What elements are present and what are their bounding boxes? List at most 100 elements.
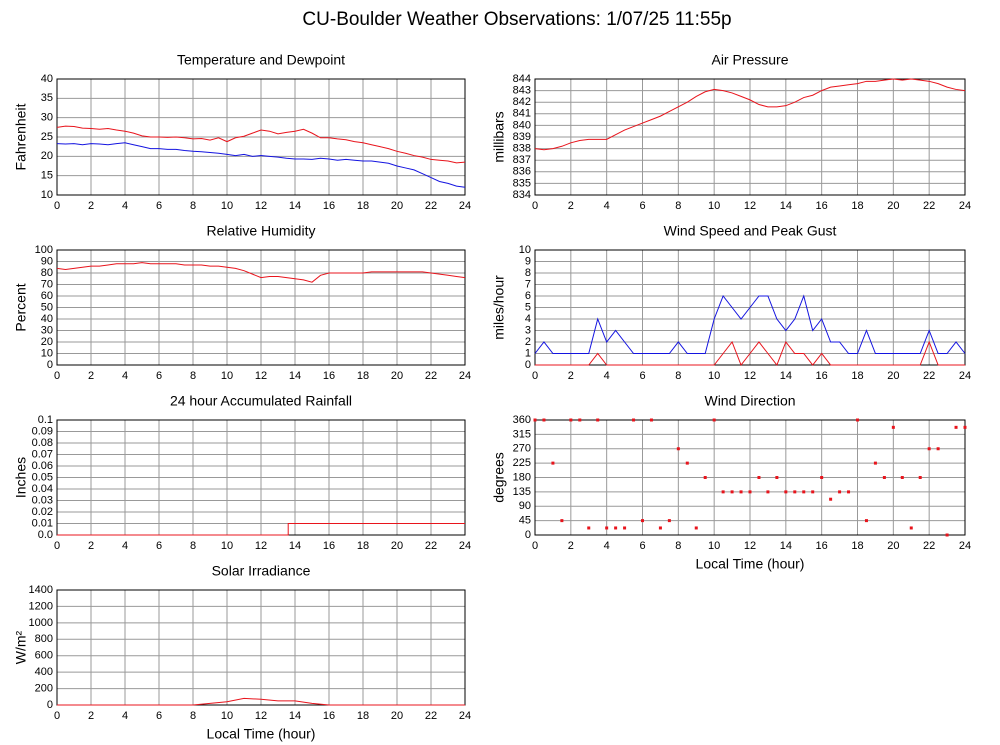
x-tick-label: 22 — [425, 200, 437, 212]
y-tick-label: 840 — [513, 119, 531, 131]
x-tick-label: 16 — [816, 370, 828, 382]
y-tick-label: 0.02 — [32, 506, 53, 518]
x-tick-label: 20 — [391, 540, 403, 552]
data-point — [900, 476, 904, 479]
x-tick-label: 18 — [357, 710, 369, 722]
y-tick-label: 838 — [513, 143, 531, 155]
plot-frame — [534, 249, 966, 366]
chart-title: Air Pressure — [711, 52, 788, 68]
y-axis-label: Inches — [13, 457, 29, 498]
y-tick-label: 0.07 — [32, 448, 53, 460]
x-axis-label: Local Time (hour) — [696, 556, 805, 572]
data-point — [945, 533, 949, 537]
x-tick-label: 10 — [221, 540, 233, 552]
x-tick-label: 18 — [357, 540, 369, 552]
y-tick-label: 0 — [525, 529, 531, 541]
x-tick-label: 0 — [532, 200, 538, 212]
y-tick-label: 50 — [41, 301, 53, 313]
x-tick-label: 22 — [425, 710, 437, 722]
y-tick-label: 315 — [513, 428, 531, 440]
x-tick-label: 2 — [88, 370, 94, 382]
data-line — [57, 523, 465, 536]
chart-title: Wind Direction — [704, 393, 795, 409]
x-tick-label: 22 — [923, 540, 935, 552]
y-tick-label: 40 — [41, 73, 53, 85]
x-tick-label: 2 — [568, 370, 574, 382]
y-tick-label: 360 — [513, 414, 531, 426]
y-tick-label: 1 — [525, 347, 531, 359]
y-tick-label: 135 — [513, 486, 531, 498]
chart-title: Solar Irradiance — [212, 563, 311, 579]
y-tick-label: 90 — [519, 500, 531, 512]
data-point — [793, 490, 797, 494]
x-tick-label: 4 — [604, 370, 610, 382]
data-point — [873, 461, 877, 465]
x-tick-label: 4 — [122, 200, 128, 212]
y-tick-label: 3 — [525, 324, 531, 336]
data-point — [838, 490, 842, 494]
data-point — [623, 526, 627, 530]
y-tick-label: 1200 — [29, 600, 53, 612]
y-tick-label: 0.03 — [32, 494, 53, 506]
data-point — [605, 526, 609, 530]
y-tick-label: 5 — [525, 301, 531, 313]
y-tick-label: 1400 — [29, 584, 53, 596]
data-point — [632, 418, 636, 422]
data-point — [587, 526, 591, 530]
y-axis-label: miles/hour — [491, 275, 507, 340]
data-point — [829, 497, 833, 501]
data-point — [694, 526, 698, 530]
y-tick-label: 0.09 — [32, 425, 53, 437]
y-tick-label: 0 — [525, 359, 531, 371]
data-point — [891, 425, 895, 429]
x-tick-label: 0 — [54, 200, 60, 212]
x-tick-label: 4 — [604, 540, 610, 552]
y-tick-label: 0.05 — [32, 471, 53, 483]
data-point — [542, 418, 546, 422]
x-tick-label: 20 — [391, 200, 403, 212]
x-tick-label: 6 — [639, 200, 645, 212]
y-tick-label: 180 — [513, 471, 531, 483]
x-tick-label: 24 — [459, 370, 471, 382]
chart-title: Relative Humidity — [207, 223, 316, 239]
x-tick-label: 12 — [255, 200, 267, 212]
y-tick-label: 835 — [513, 177, 531, 189]
x-tick-label: 0 — [532, 540, 538, 552]
data-point — [739, 490, 743, 494]
y-tick-label: 90 — [41, 255, 53, 267]
x-tick-label: 14 — [780, 540, 792, 552]
x-tick-label: 8 — [675, 370, 681, 382]
x-tick-label: 24 — [459, 710, 471, 722]
x-tick-label: 16 — [816, 540, 828, 552]
y-axis-label: Percent — [13, 283, 29, 331]
y-tick-label: 800 — [35, 633, 53, 645]
x-tick-label: 24 — [459, 200, 471, 212]
y-tick-label: 100 — [35, 244, 53, 256]
x-tick-label: 12 — [255, 710, 267, 722]
y-axis-label: degrees — [491, 452, 507, 503]
y-tick-label: 837 — [513, 154, 531, 166]
y-tick-label: 6 — [525, 290, 531, 302]
x-tick-label: 8 — [190, 200, 196, 212]
x-tick-label: 18 — [851, 200, 863, 212]
x-tick-label: 20 — [391, 710, 403, 722]
data-point — [802, 490, 806, 494]
x-tick-label: 2 — [88, 540, 94, 552]
data-line — [56, 125, 466, 164]
x-tick-label: 12 — [255, 540, 267, 552]
data-point — [614, 526, 618, 530]
data-point — [560, 519, 564, 523]
data-point — [703, 476, 707, 479]
chart-title: Temperature and Dewpoint — [177, 52, 345, 68]
page-title: CU-Boulder Weather Observations: 1/07/25… — [302, 9, 731, 30]
x-tick-label: 14 — [289, 710, 301, 722]
y-tick-label: 834 — [513, 189, 531, 201]
y-tick-label: 10 — [41, 347, 53, 359]
x-tick-label: 6 — [156, 540, 162, 552]
data-point — [882, 476, 886, 479]
data-point — [847, 490, 851, 494]
y-tick-label: 0 — [47, 699, 53, 711]
x-tick-label: 2 — [88, 200, 94, 212]
data-point — [533, 418, 537, 422]
